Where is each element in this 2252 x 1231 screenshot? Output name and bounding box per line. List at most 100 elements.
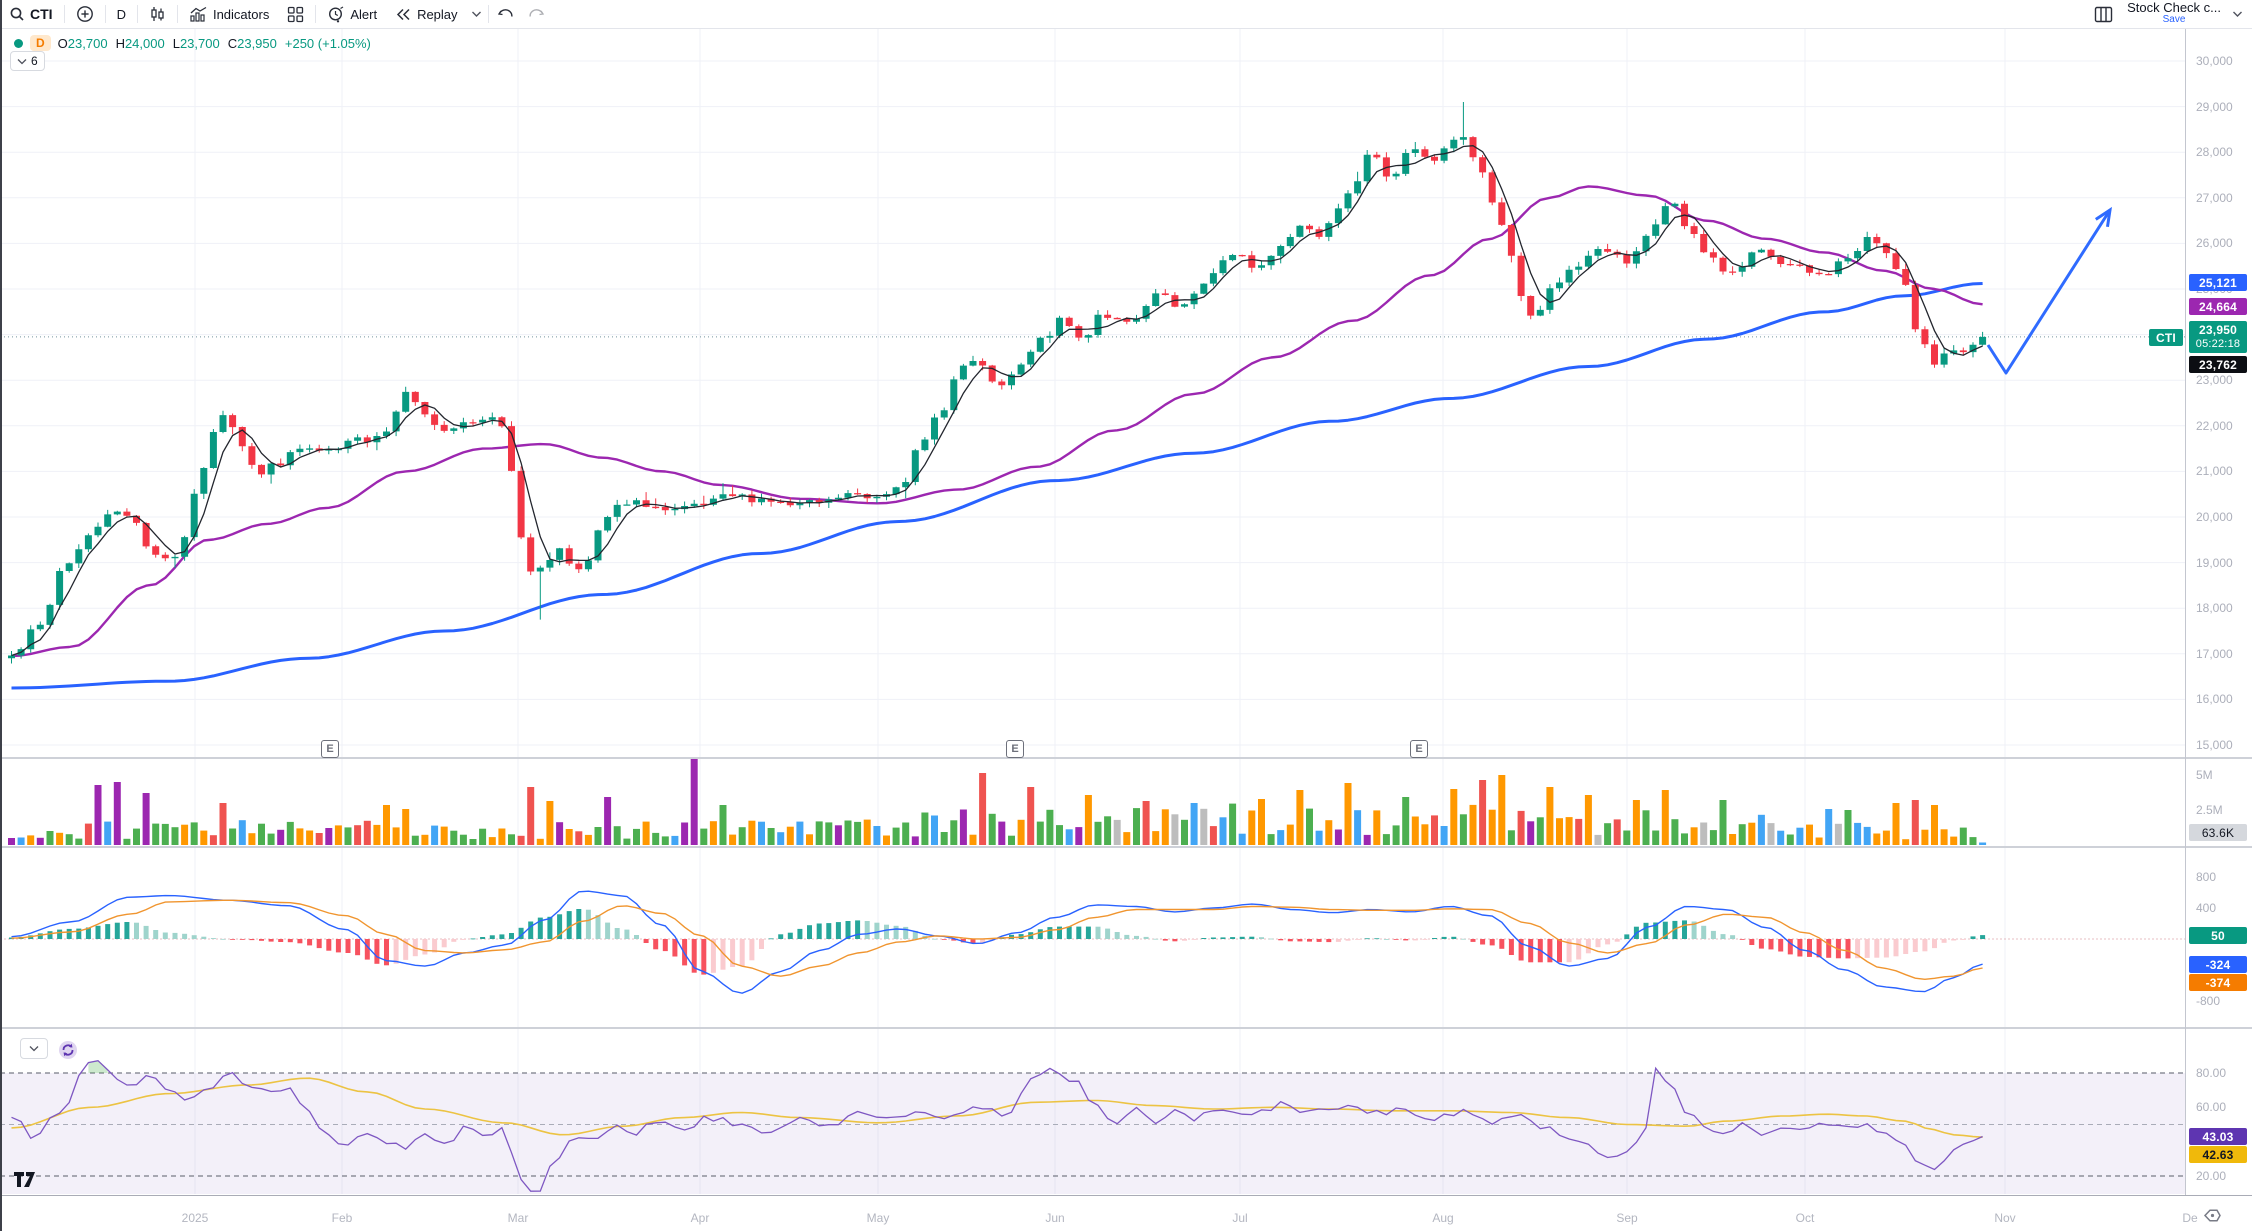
volume-bar (1690, 827, 1698, 845)
macd-histogram-bar (1922, 939, 1928, 952)
macd-histogram-bar (826, 923, 832, 939)
layout-dropdown-button[interactable] (2229, 2, 2246, 26)
interval-badge[interactable]: D (30, 35, 51, 51)
macd-histogram-bar (980, 939, 986, 944)
symbol-search-button[interactable]: CTI (0, 2, 62, 26)
macd-histogram-bar (297, 939, 303, 944)
macd-histogram-bar (1210, 937, 1216, 939)
volume-bar (863, 819, 871, 845)
macd-histogram-bar (182, 933, 188, 939)
volume-bar (613, 826, 621, 845)
macd-histogram-bar (730, 939, 736, 967)
volume-bar (979, 773, 987, 845)
volume-bar (65, 834, 73, 845)
volume-bar (1777, 830, 1785, 845)
volume-bar (1786, 834, 1794, 845)
indicator-templates-button[interactable] (278, 2, 313, 26)
volume-bar (344, 827, 352, 845)
volume-bar (1594, 834, 1602, 845)
layout-title-button[interactable]: Stock Check c... Save (2119, 1, 2229, 26)
tradingview-logo[interactable] (14, 1172, 40, 1192)
macd-histogram-bar (845, 921, 851, 939)
chart-style-button[interactable] (140, 2, 175, 26)
redo-button[interactable] (521, 2, 551, 26)
macd-histogram-bar (528, 921, 534, 939)
macd-histogram-bar (1403, 939, 1409, 941)
price-axis-border (2185, 28, 2186, 1195)
pane-separator[interactable] (0, 1027, 2252, 1029)
stoch-pane-collapse-button[interactable] (20, 1038, 48, 1059)
macd-histogram-bar (1960, 939, 1966, 940)
macd-histogram-bar (1595, 939, 1601, 948)
pane-separator[interactable] (0, 757, 2252, 759)
volume-bar (556, 822, 564, 845)
volume-bar (940, 832, 948, 845)
macd-histogram-bar (1903, 939, 1909, 954)
macd-histogram-bar (451, 939, 457, 942)
compare-add-button[interactable] (67, 2, 103, 26)
macd-histogram-bar (1980, 935, 1986, 939)
macd-histogram-bar (1335, 939, 1341, 942)
alert-clock-icon (327, 5, 345, 23)
indicator-loading-icon (58, 1040, 78, 1065)
macd-histogram-bar (1787, 939, 1793, 955)
chart-canvas[interactable] (0, 28, 2252, 1231)
volume-bar (1152, 831, 1160, 845)
macd-histogram-bar (855, 920, 861, 939)
macd-histogram-bar (614, 928, 620, 939)
volume-bar (238, 820, 246, 845)
macd-histogram-bar (1614, 939, 1620, 942)
volume-bar (1027, 787, 1035, 845)
indicators-button[interactable]: Indicators (180, 2, 278, 26)
top-toolbar: CTI D Indicators (0, 0, 2252, 29)
volume-bar (142, 793, 150, 845)
volume-bar (450, 830, 458, 845)
macd-histogram-bar (191, 935, 197, 939)
macd-histogram-bar (749, 939, 755, 961)
drawing-trend-arrow[interactable] (1986, 209, 2112, 375)
volume-bar (1123, 832, 1131, 845)
volume-bar (1315, 830, 1323, 845)
alert-button[interactable]: Alert (318, 2, 386, 26)
interval-button[interactable]: D (108, 2, 135, 26)
ohlc-legend: D O23,700 H24,000 L23,700 C23,950 +250 (… (14, 35, 371, 51)
candle-bodies-down (123, 137, 1967, 572)
save-link[interactable]: Save (2162, 14, 2186, 25)
pane-separator[interactable] (0, 846, 2252, 848)
macd-histogram-bar (1230, 937, 1236, 939)
time-axis-settings-icon[interactable] (2203, 1206, 2222, 1230)
macd-histogram-bar (1124, 934, 1130, 939)
layout-select-button[interactable] (2088, 2, 2119, 26)
undo-button[interactable] (491, 2, 521, 26)
macd-histogram-bar (1037, 929, 1043, 939)
stoch-band-fill (0, 1073, 2185, 1194)
macd-histogram-bar (1172, 939, 1178, 942)
volume-bar (1008, 835, 1015, 845)
volume-bar (1921, 829, 1929, 845)
layout-columns-icon (2094, 6, 2113, 23)
volume-bar (1411, 816, 1419, 845)
volume-bar (738, 827, 746, 845)
macd-histogram-bar (162, 932, 168, 939)
volume-bar (1238, 833, 1246, 845)
volume-bar (1017, 819, 1025, 845)
volume-bar (1757, 814, 1765, 845)
volume-bar (1527, 821, 1535, 845)
volume-bar (700, 828, 708, 845)
volume-bar (1969, 837, 1977, 845)
high-label: H (115, 35, 125, 51)
volume-bar (1258, 799, 1265, 845)
volume-bar (1642, 810, 1650, 845)
macd-histogram-bar (778, 934, 784, 939)
legend-collapse-button[interactable]: 6 (10, 51, 45, 71)
macd-histogram-bar (576, 909, 582, 939)
volume-bar (1671, 819, 1679, 845)
replay-label: Replay (417, 6, 458, 22)
volume-bar (1036, 821, 1044, 845)
replay-dropdown-button[interactable] (467, 2, 486, 26)
replay-button[interactable]: Replay (386, 2, 466, 26)
macd-histogram-bar (441, 939, 447, 948)
volume-bar (517, 835, 525, 845)
volume-bar (27, 835, 35, 845)
